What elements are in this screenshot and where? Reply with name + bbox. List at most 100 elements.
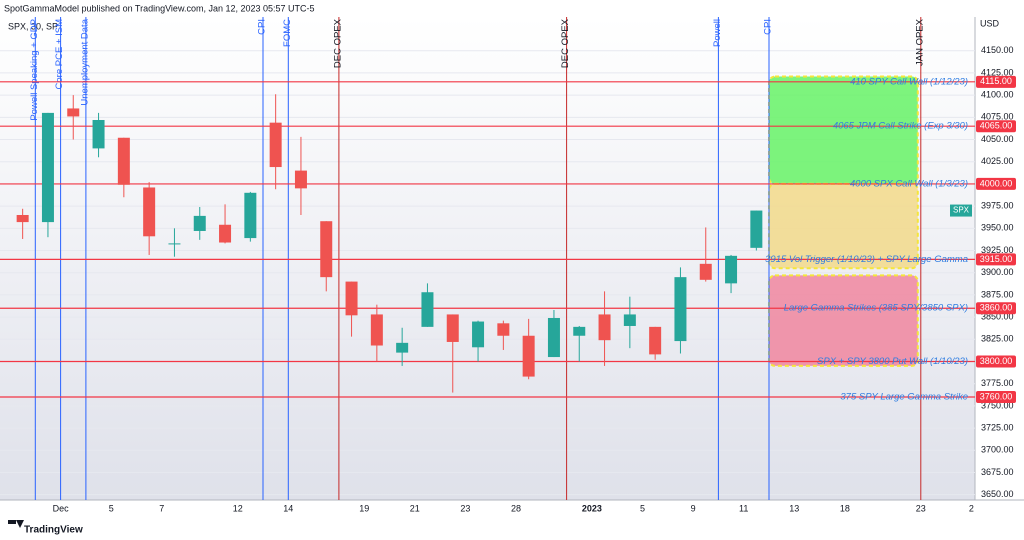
candle-body xyxy=(725,255,738,284)
candle-body xyxy=(623,314,636,326)
publish-info: SpotGammaModel published on TradingView.… xyxy=(4,3,315,13)
price-tag-bg xyxy=(976,355,1016,368)
x-tick-label: 9 xyxy=(691,503,696,513)
y-tick-label: 3675.00 xyxy=(981,467,1014,477)
x-tick-label: 2023 xyxy=(582,503,602,513)
y-tick-label: 3825.00 xyxy=(981,334,1014,344)
y-tick-label: 4050.00 xyxy=(981,134,1014,144)
candle-body xyxy=(370,314,383,346)
candle-body xyxy=(219,224,232,243)
price-tag-bg xyxy=(976,253,1016,266)
x-tick-label: 23 xyxy=(916,503,926,513)
x-tick-label: 5 xyxy=(109,503,114,513)
x-tick-label: 13 xyxy=(789,503,799,513)
symbol-info: SPX, 30, SP xyxy=(8,21,58,31)
candle-body xyxy=(193,215,206,231)
candle-body xyxy=(649,326,662,355)
tv-logo xyxy=(8,520,24,528)
candle-body xyxy=(67,108,80,117)
x-tick-label: 12 xyxy=(233,503,243,513)
event-label: JAN OPEX xyxy=(914,18,925,66)
candle-body xyxy=(244,192,257,239)
event-label: Core PCE + ISM xyxy=(54,19,65,90)
y-tick-label: 3750.00 xyxy=(981,400,1014,410)
y-tick-label: 3725.00 xyxy=(981,422,1014,432)
candle-body xyxy=(269,122,282,168)
x-tick-label: 2 xyxy=(969,503,974,513)
candle-body xyxy=(446,314,459,342)
level-text: 375 SPY Large Gamma Strike xyxy=(840,392,968,403)
y-tick-label: 3700.00 xyxy=(981,445,1014,455)
candle-layer xyxy=(16,94,763,393)
candle-body xyxy=(699,263,712,280)
y-tick-label: 3900.00 xyxy=(981,267,1014,277)
event-label: DEC OPEX xyxy=(332,18,343,68)
level-text: 410 SPY Call Wall (1/12/23) xyxy=(850,76,968,87)
price-tag-bg xyxy=(976,391,1016,404)
footer-brand: TradingView xyxy=(24,525,83,536)
x-tick-label: 7 xyxy=(159,503,164,513)
y-tick-label: 3775.00 xyxy=(981,378,1014,388)
grid-layer xyxy=(0,50,975,496)
event-label: Powell xyxy=(712,19,723,47)
y-tick-label: 4100.00 xyxy=(981,90,1014,100)
y-tick-label: 4125.00 xyxy=(981,67,1014,77)
axis-layer: 3650.00 3675.00 3700.00 3725.00 3750.00 3775.… xyxy=(53,45,1016,513)
event-label: DEC OPEX xyxy=(560,18,571,68)
price-tag: 3915.00 xyxy=(980,254,1013,264)
price-tag-bg xyxy=(976,177,1016,190)
x-tick-label: 5 xyxy=(640,503,645,513)
candle-body xyxy=(143,187,156,237)
candle-body xyxy=(16,214,29,223)
y-tick-label: 3925.00 xyxy=(981,245,1014,255)
price-tag: 3860.00 xyxy=(980,303,1013,313)
candle-body xyxy=(472,321,485,348)
price-tag: 3760.00 xyxy=(980,391,1013,401)
candle-body xyxy=(573,326,586,336)
event-label: FOMC xyxy=(282,19,293,47)
y-tick-label: 4075.00 xyxy=(981,112,1014,122)
price-tag-bg xyxy=(976,120,1016,133)
candle-body xyxy=(674,277,687,342)
level-text: Large Gamma Strikes (385 SPY/3850 SPX) xyxy=(784,303,968,314)
x-tick-label: 14 xyxy=(283,503,293,513)
level-text: 3915 Vol Trigger (1/10/23) + SPY Large G… xyxy=(765,254,968,265)
candle-body xyxy=(92,119,105,149)
currency: USD xyxy=(980,18,1000,28)
y-tick-label: 3950.00 xyxy=(981,223,1014,233)
zone xyxy=(768,274,919,367)
candle-body xyxy=(750,210,763,248)
price-tag: 4065.00 xyxy=(980,121,1013,131)
x-tick-label: 28 xyxy=(511,503,521,513)
y-tick-label: 3850.00 xyxy=(981,311,1014,321)
candle-body xyxy=(320,221,333,278)
event-label: CPI xyxy=(257,19,268,35)
y-tick-label: 4150.00 xyxy=(981,45,1014,55)
candle-body xyxy=(168,243,181,245)
event-label: Unemployment Data xyxy=(79,18,90,105)
level-text: 4065 JPM Call Strike (Exp 3/30) xyxy=(833,121,968,132)
symbol-tag-bg xyxy=(950,204,972,217)
y-tick-label: 3875.00 xyxy=(981,289,1014,299)
level-text: 4000 SPX Call Wall (1/3/23) xyxy=(850,178,968,189)
x-tick-label: 11 xyxy=(739,503,748,513)
price-tag-bg xyxy=(976,75,1016,88)
price-tag: 4115.00 xyxy=(980,76,1012,86)
x-tick-label: 21 xyxy=(410,503,420,513)
x-tick-label: 23 xyxy=(460,503,470,513)
x-tick-label: 19 xyxy=(359,503,369,513)
price-tag-bg xyxy=(976,302,1016,315)
price-tag: 3800.00 xyxy=(980,356,1013,366)
candle-body xyxy=(497,323,510,336)
level-text: SPX + SPY 3800 Put Wall (1/10/23) xyxy=(817,356,968,367)
x-tick-label: 18 xyxy=(840,503,850,513)
x-tick-label: Dec xyxy=(53,503,70,513)
y-tick-label: 3975.00 xyxy=(981,200,1014,210)
y-tick-label: 4025.00 xyxy=(981,156,1014,166)
candle-body xyxy=(522,335,535,377)
event-label: Powell Speaking + GDP xyxy=(29,19,40,121)
candle-body xyxy=(396,342,409,353)
candle-body xyxy=(598,314,611,341)
